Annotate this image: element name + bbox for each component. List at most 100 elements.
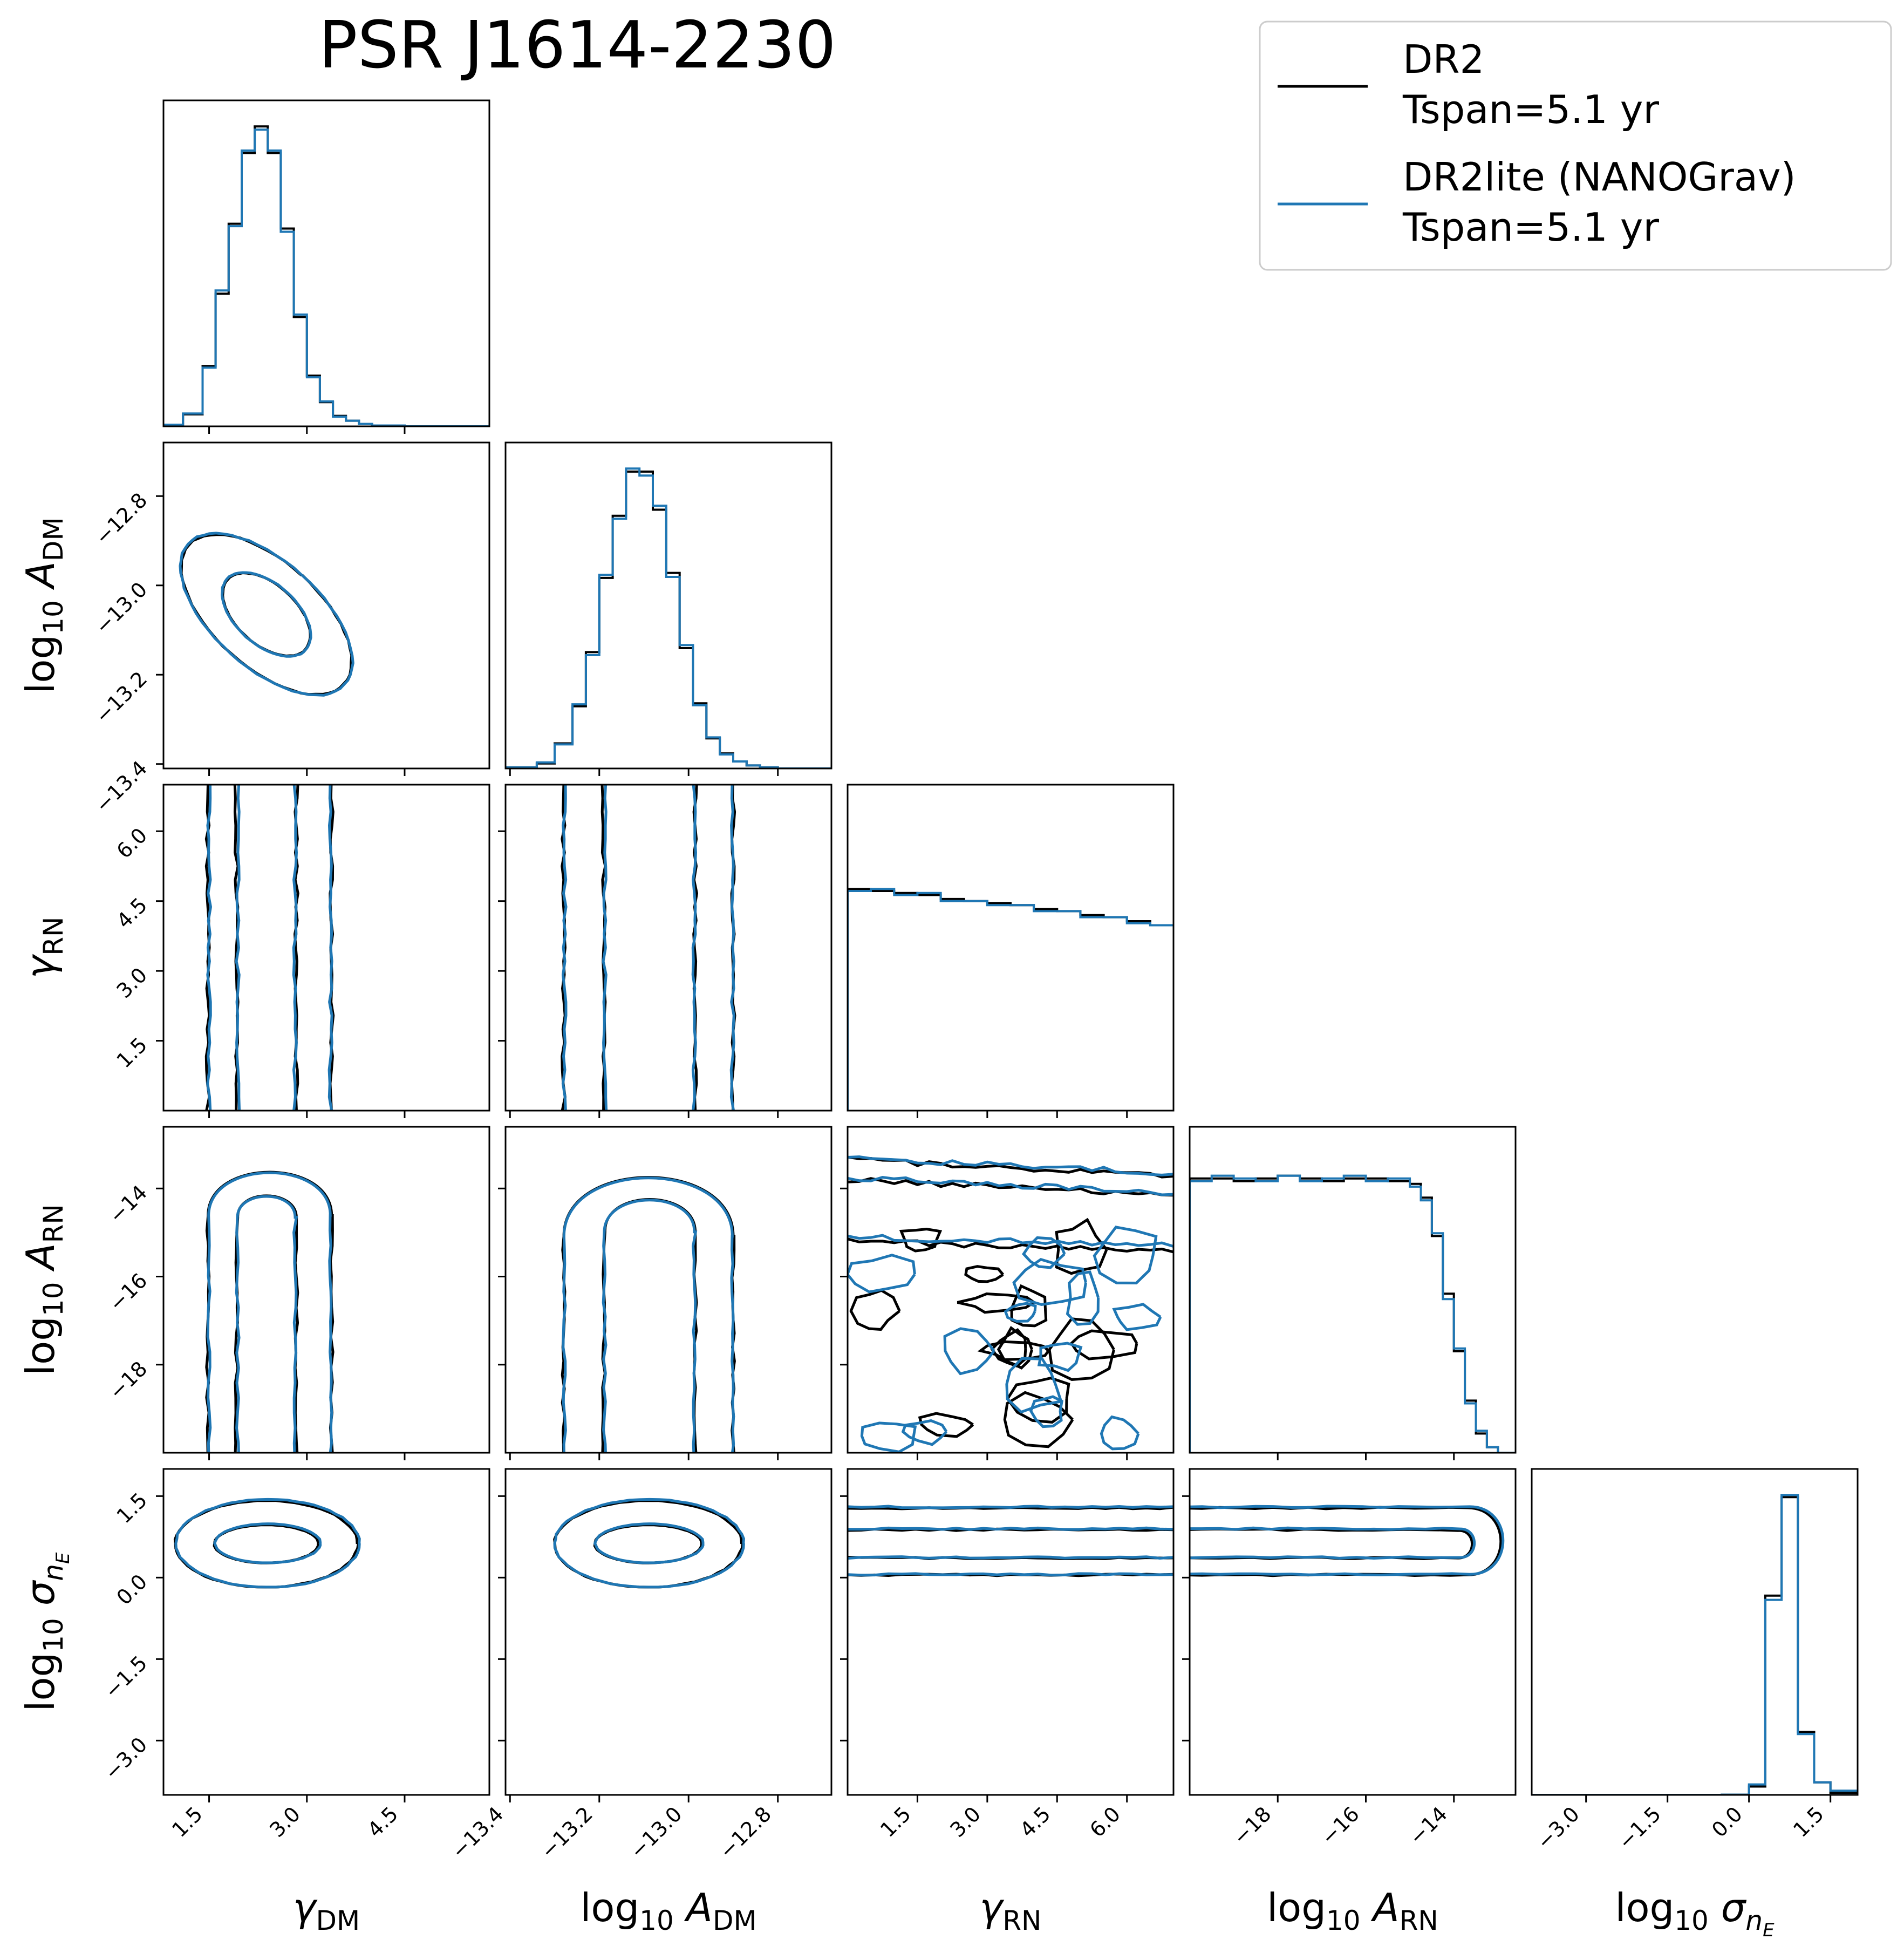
contour-dr2lite-4-2-hband-1-1: [848, 1505, 1173, 1509]
axis-label-log10_A_dm: log10 ADM: [580, 1885, 756, 1936]
contour-dr2lite-3-2-upper-2: [848, 1234, 1173, 1248]
contour-dr2lite-3-2-noise-1: [943, 1327, 995, 1376]
contour-dr2lite-3-2-noise-7: [860, 1421, 917, 1453]
contour-dr2-2-0-band-1-0: [204, 785, 211, 1111]
panel-content: [1190, 1505, 1505, 1577]
contour-dr2lite-2-0-band-0-1: [292, 785, 298, 1111]
hist-dr2lite-0: [163, 128, 489, 426]
panel-3-2: [840, 1126, 1175, 1460]
panel-frame: [504, 784, 832, 1112]
plot-title: PSR J1614-2230: [318, 8, 836, 83]
contour-dr2lite-3-2-noise-4: [1093, 1226, 1158, 1285]
contour-dr2lite-2-0-band-0-0: [235, 785, 241, 1111]
contour-dr2lite-4-2-hband-1-0: [848, 1572, 1173, 1577]
contour-dr2lite-3-1-arch-0: [602, 1199, 698, 1453]
legend-label-dr2lite-tspan: Tspan=5.1 yr: [1402, 205, 1659, 250]
panel-frame: [504, 1468, 832, 1796]
legend-label-dr2-tspan: Tspan=5.1 yr: [1402, 87, 1659, 132]
panel-frame: [162, 1126, 490, 1454]
contour-dr2-3-2-noise-10: [849, 1289, 901, 1331]
contour-dr2lite-4-0-level-1: [174, 1498, 361, 1589]
panel-3-1: [498, 1126, 832, 1460]
panel-2-2: [847, 784, 1175, 1118]
contour-dr2lite-3-0-arch-1: [206, 1171, 333, 1453]
panel-content: [173, 1498, 361, 1589]
panel-frame: [847, 1126, 1175, 1454]
contour-dr2lite-3-2-upper-0: [848, 1155, 1173, 1176]
contour-dr2-3-2-noise-6: [1048, 1317, 1116, 1381]
contour-dr2lite-4-1-level-0: [593, 1522, 705, 1564]
contour-dr2-3-2-noise-11: [1003, 1391, 1074, 1448]
contour-dr2-3-2-noise-13: [964, 1265, 1005, 1283]
legend-label-dr2lite: DR2lite (NANOGrav): [1403, 154, 1796, 200]
panel-frame: [847, 1468, 1175, 1796]
panel-content: [561, 1176, 736, 1453]
contour-dr2-2-1-band-1-0: [561, 785, 567, 1111]
panel-frame: [1189, 1126, 1517, 1454]
panel-frame: [162, 1468, 490, 1796]
panel-frame: [162, 441, 490, 770]
contour-dr2lite-3-2-upper-1: [848, 1175, 1173, 1196]
contour-dr2lite-3-2-noise-9: [1112, 1303, 1162, 1331]
contour-dr2lite-2-1-band-0-0: [602, 785, 608, 1111]
legend-label-dr2: DR2: [1403, 37, 1484, 82]
panel-content: [506, 467, 831, 768]
x-axis-labels: γDM log10 ADM γRN log10 ARN log10 σnE: [293, 1885, 1775, 1941]
panel-content: [204, 785, 335, 1111]
panel-content: [179, 532, 354, 697]
contour-dr2-3-2-noise-3: [957, 1292, 1035, 1314]
panel-content: [561, 785, 736, 1111]
axis-label-log10_A_dm: log10 ADM: [18, 517, 69, 693]
contour-dr2lite-3-2-noise-13: [1022, 1236, 1066, 1269]
legend: DR2 Tspan=5.1 yr DR2lite (NANOGrav) Tspa…: [1259, 21, 1892, 271]
contour-dr2lite-3-2-noise-12: [1029, 1395, 1063, 1428]
contour-dr2lite-2-1-band-1-0: [561, 785, 568, 1111]
panel-content: [1532, 1494, 1858, 1795]
hist-dr2lite-3: [1190, 1174, 1516, 1453]
panel-frame: [1189, 1468, 1517, 1796]
axis-label-log10_sigma_nE: log10 σnE: [1615, 1885, 1775, 1941]
contour-dr2lite-3-0-arch-0: [235, 1195, 298, 1453]
contour-dr2lite-3-2-noise-8: [1037, 1342, 1083, 1372]
contour-dr2-3-2-noise-1: [1055, 1217, 1108, 1275]
panels: −13.4−13.2−13.0−12.81.53.04.56.0−18−16−1…: [91, 99, 1859, 1863]
contour-dr2lite-4-0-level-0: [213, 1522, 322, 1564]
axis-label-log10_A_rn: log10 ARN: [1267, 1885, 1438, 1936]
hist-dr2lite-2: [848, 888, 1173, 1111]
contour-dr2-3-2-noise-9: [997, 1325, 1034, 1370]
panel-2-1: [498, 784, 832, 1118]
panel-content: [1190, 1174, 1516, 1453]
axis-label-log10_A_rn: log10 ARN: [18, 1204, 69, 1376]
panel-frame: [162, 99, 490, 427]
contour-dr2lite-2-1-band-1-1: [729, 785, 735, 1111]
panel-frame: [847, 784, 1175, 1112]
contour-dr2lite-3-2-noise-10: [1005, 1357, 1063, 1414]
contour-dr2lite-3-2-noise-6: [1066, 1270, 1100, 1326]
panel-content: [848, 1155, 1173, 1453]
contour-dr2lite-2-0-band-1-1: [327, 785, 333, 1111]
axis-label-log10_sigma_nE: log10 σnE: [18, 1552, 74, 1712]
axis-label-gamma_dm: γDM: [293, 1885, 360, 1936]
contour-dr2-2-0-band-0-0: [233, 785, 240, 1111]
panel-frame: [162, 784, 490, 1112]
contour-dr2-3-2-noise-4: [918, 1412, 974, 1438]
panel-content: [205, 1171, 335, 1453]
contour-dr2lite-3-2-noise-11: [1004, 1302, 1037, 1323]
contour-dr2lite-1-0-level-0: [220, 571, 312, 658]
contour-dr2lite-3-1-arch-1: [562, 1176, 735, 1453]
legend-frame: [1259, 21, 1892, 271]
panel-content: [848, 1505, 1173, 1577]
contour-dr2lite-3-2-noise-0: [848, 1254, 916, 1294]
contour-dr2lite-4-2-hband-0-1: [848, 1526, 1173, 1531]
panel-content: [553, 1498, 746, 1589]
hist-dr2lite-4: [1532, 1494, 1858, 1795]
panel-content: [163, 125, 489, 426]
panel-frame: [504, 1126, 832, 1454]
hist-dr2lite-1: [506, 467, 831, 768]
contour-dr2lite-4-1-level-1: [553, 1498, 746, 1589]
contour-dr2lite-4-3-lobe-1: [1190, 1505, 1505, 1576]
contour-dr2lite-3-2-noise-2: [1100, 1415, 1140, 1451]
panel-3-3: [1189, 1126, 1517, 1460]
panel-1-1: [504, 441, 832, 776]
